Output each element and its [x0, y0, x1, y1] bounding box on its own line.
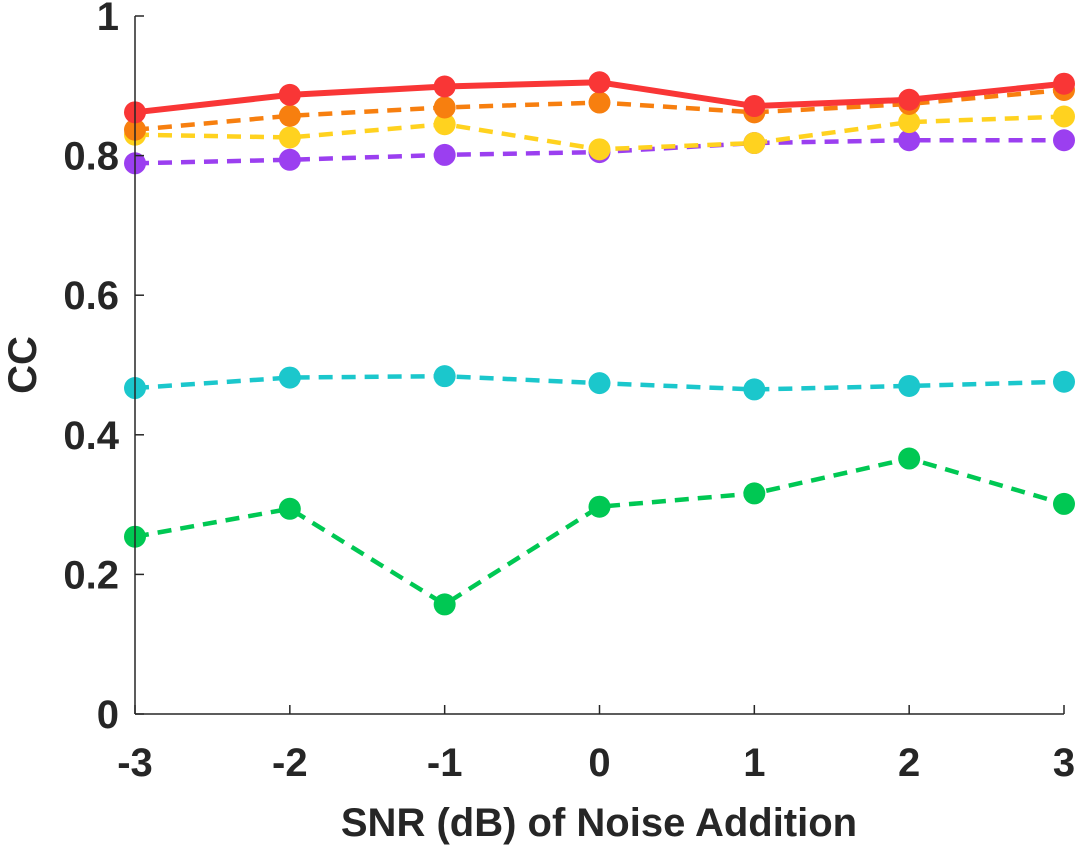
data-point [433, 365, 456, 388]
x-tick-label: -1 [427, 741, 463, 785]
data-point [588, 372, 611, 395]
y-tick-label: 0.4 [63, 414, 119, 458]
series-markers [124, 71, 1075, 616]
data-point [433, 593, 456, 616]
data-point [278, 104, 301, 127]
x-tick-label: 0 [588, 741, 610, 785]
series-line [134, 456, 1065, 607]
x-tick-label: -3 [117, 741, 153, 785]
x-tick-label: -2 [272, 741, 308, 785]
data-point [898, 447, 921, 470]
data-point [278, 83, 301, 106]
data-point [588, 138, 611, 161]
y-tick-label: 0.8 [63, 135, 119, 179]
data-point [743, 378, 766, 401]
y-ticks: 0 0.2 0.4 0.6 0.8 1 [63, 0, 144, 737]
y-tick-label: 1 [97, 0, 119, 39]
data-point [1053, 72, 1075, 95]
data-point [278, 126, 301, 149]
data-point [278, 148, 301, 171]
y-tick-label: 0.6 [63, 274, 119, 318]
x-axis-title: SNR (dB) of Noise Addition [341, 801, 857, 845]
data-point [588, 91, 611, 114]
data-point [433, 113, 456, 136]
y-tick-label: 0.2 [63, 553, 119, 597]
data-point [278, 497, 301, 520]
x-tick-label: 3 [1053, 741, 1075, 785]
data-point [898, 374, 921, 397]
data-point [278, 366, 301, 389]
data-point [743, 482, 766, 505]
data-point [1053, 105, 1075, 128]
x-ticks: -3 -2 -1 0 1 2 3 [117, 705, 1075, 785]
data-point [1053, 492, 1075, 515]
data-point [433, 75, 456, 98]
x-tick-label: 2 [898, 741, 920, 785]
data-point [588, 495, 611, 518]
y-tick-label: 0 [97, 693, 119, 737]
data-point [1053, 370, 1075, 393]
data-point [588, 71, 611, 94]
data-point [433, 143, 456, 166]
data-point [898, 88, 921, 111]
data-point [743, 95, 766, 118]
x-tick-label: 1 [743, 741, 765, 785]
data-point [898, 129, 921, 152]
data-point [898, 111, 921, 134]
y-axis-title: CC [1, 336, 45, 394]
data-point [433, 96, 456, 119]
data-point [1053, 129, 1075, 152]
data-point [743, 132, 766, 155]
